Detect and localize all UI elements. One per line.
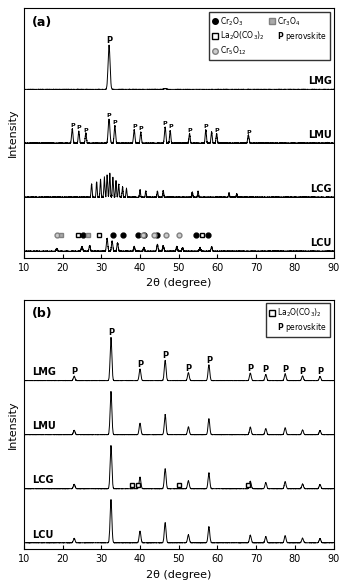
Text: P: P <box>282 365 288 373</box>
Text: LCU: LCU <box>310 238 332 248</box>
Text: P: P <box>132 124 136 129</box>
Text: LMU: LMU <box>32 422 55 432</box>
Text: P: P <box>71 367 77 376</box>
X-axis label: 2θ (degree): 2θ (degree) <box>146 570 211 580</box>
Text: P: P <box>247 364 253 373</box>
Text: (b): (b) <box>32 307 52 320</box>
Text: P: P <box>168 125 173 129</box>
Text: P: P <box>107 113 111 118</box>
Legend: $\rm La_2O(CO_3)_2$, $\bf P$ perovskite: $\rm La_2O(CO_3)_2$, $\bf P$ perovskite <box>266 303 330 338</box>
Text: LCG: LCG <box>32 476 53 486</box>
Text: P: P <box>204 124 208 129</box>
X-axis label: 2θ (degree): 2θ (degree) <box>146 279 211 289</box>
Text: P: P <box>162 351 168 360</box>
Y-axis label: Intensity: Intensity <box>8 400 18 449</box>
Text: LMG: LMG <box>32 368 55 377</box>
Text: LMU: LMU <box>308 130 332 140</box>
Text: P: P <box>187 128 192 133</box>
Text: LCU: LCU <box>32 530 53 540</box>
Text: P: P <box>206 356 212 365</box>
Text: P: P <box>70 123 74 128</box>
Text: LCG: LCG <box>310 184 332 194</box>
Text: P: P <box>108 328 114 338</box>
Legend: $\rm Cr_2O_3$, $\rm La_2O(CO_3)_2$, $\rm Cr_5O_{12}$, $\rm Cr_3O_4$, $\bf P$ per: $\rm Cr_2O_3$, $\rm La_2O(CO_3)_2$, $\rm… <box>209 12 330 61</box>
Text: P: P <box>214 128 219 133</box>
Text: P: P <box>106 36 112 45</box>
Text: P: P <box>263 365 269 375</box>
Y-axis label: Intensity: Intensity <box>8 109 18 158</box>
Text: P: P <box>246 130 251 135</box>
Text: P: P <box>137 360 143 369</box>
Text: P: P <box>84 128 88 132</box>
Text: P: P <box>139 126 143 131</box>
Text: P: P <box>163 121 167 126</box>
Text: (a): (a) <box>32 16 52 29</box>
Text: P: P <box>185 363 191 373</box>
Text: P: P <box>112 119 117 125</box>
Text: LMG: LMG <box>308 76 332 86</box>
Text: P: P <box>317 368 323 376</box>
Text: P: P <box>300 367 306 376</box>
Text: P: P <box>77 125 81 130</box>
